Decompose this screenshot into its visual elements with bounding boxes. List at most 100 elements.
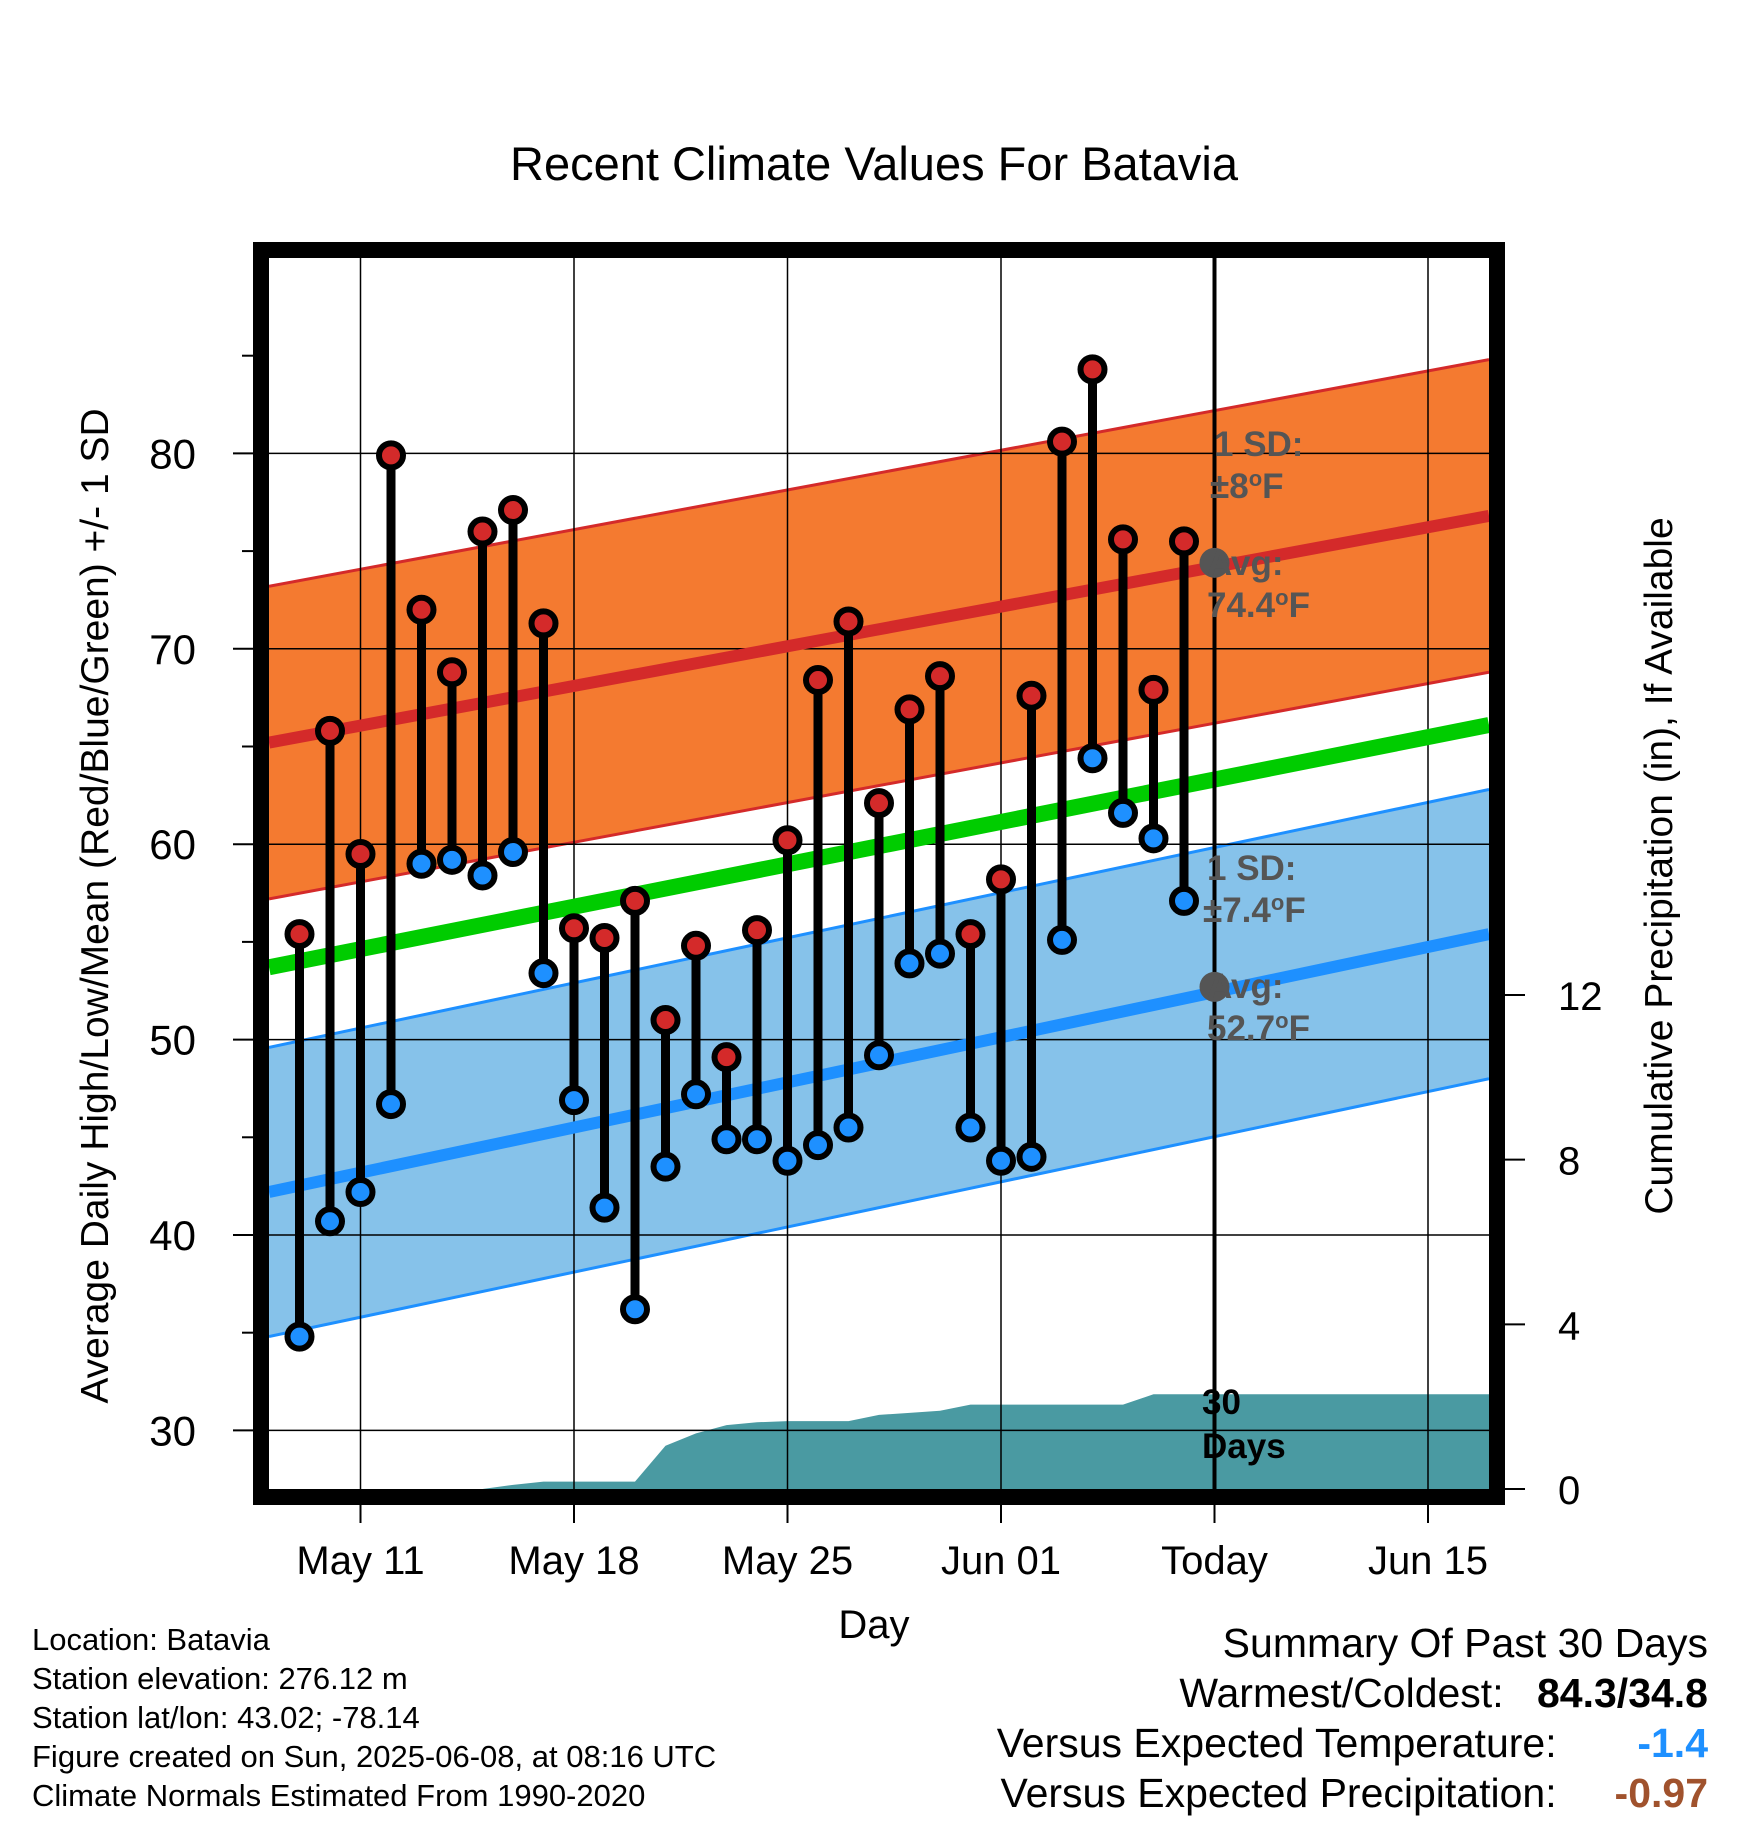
summary-warm-cold-row: Warmest/Coldest: 84.3/34.8	[997, 1668, 1708, 1718]
latlon-text: Station lat/lon: 43.02; -78.14	[32, 1700, 420, 1735]
normals-text: Climate Normals Estimated From 1990-2020	[32, 1778, 646, 1813]
chart-title: Recent Climate Values For Batavia	[510, 137, 1239, 190]
low-avg-value: 52.7oF	[1207, 1008, 1310, 1049]
low-temp-point	[406, 848, 437, 879]
y-tick-label: 70	[149, 626, 196, 673]
warm-cold-label: Warmest/Coldest:	[1179, 1670, 1504, 1716]
high-temp-point	[864, 788, 894, 819]
high-temp-point	[803, 665, 833, 696]
high-temp-point	[1108, 524, 1138, 555]
y-axis-label: Average Daily High/Low/Mean (Red/Blue/Gr…	[74, 408, 117, 1403]
high-temp-point	[1047, 426, 1077, 457]
high-temp-point	[925, 661, 955, 692]
x-tick-label: May 11	[296, 1539, 424, 1583]
high-temp-point	[955, 919, 986, 950]
high-sd-band-lower-edge	[269, 670, 1489, 901]
temp-label: Versus Expected Temperature:	[996, 1720, 1557, 1766]
y-tick-label: 40	[149, 1212, 196, 1259]
precipitation-area	[269, 1394, 1489, 1489]
high-temp-point	[467, 516, 498, 547]
low-temp-point	[650, 1151, 681, 1182]
temp-value: -1.4	[1637, 1720, 1708, 1766]
high-sd-band-upper-edge	[269, 358, 1489, 588]
elevation-text: Station elevation: 276.12 m	[32, 1661, 408, 1696]
high-temp-point	[650, 1005, 681, 1036]
x-tick-label: Jun 01	[941, 1539, 1061, 1583]
high-temp-point	[498, 495, 528, 526]
low-temp-point	[345, 1176, 376, 1207]
low-temp-point	[772, 1145, 803, 1176]
high-temp-point	[528, 608, 559, 639]
high-temp-point	[711, 1042, 742, 1073]
low-temp-point	[742, 1124, 772, 1155]
high-temp-point	[1077, 354, 1108, 385]
high-temp-point	[376, 440, 406, 471]
created-text: Figure created on Sun, 2025-06-08, at 08…	[32, 1739, 717, 1774]
low-temp-point	[1077, 743, 1108, 774]
low-sd-band-lower-edge	[269, 1077, 1489, 1339]
y-tick-label: 80	[149, 430, 196, 477]
summary-temp-row: Versus Expected Temperature: -1.4	[997, 1718, 1708, 1768]
summary-panel: Summary Of Past 30 Days Warmest/Coldest:…	[997, 1618, 1708, 1818]
high-temp-point	[284, 919, 315, 950]
high-temp-point	[406, 594, 437, 625]
low-temp-point	[864, 1040, 894, 1071]
low-temp-point	[467, 860, 498, 891]
precip-value: -0.97	[1614, 1770, 1708, 1816]
y2-tick-label: 4	[1558, 1304, 1580, 1348]
x-tick-label: Today	[1161, 1539, 1268, 1583]
today-avg-high-dot	[1199, 547, 1230, 578]
low-sd-label: 1 SD:	[1207, 849, 1296, 888]
low-temp-point	[498, 837, 528, 868]
low-temp-point	[711, 1124, 742, 1155]
low-temp-point	[437, 844, 467, 875]
low-temp-point	[833, 1112, 864, 1143]
low-temp-point	[620, 1294, 650, 1325]
high-temp-point	[620, 885, 650, 916]
warm-cold-value: 84.3/34.8	[1537, 1670, 1708, 1716]
low-temp-point	[1047, 924, 1077, 955]
y2-tick-label: 0	[1558, 1469, 1580, 1513]
low-temp-point	[1138, 823, 1169, 854]
low-temp-point	[925, 938, 955, 969]
high-sd-label: 1 SD:	[1214, 425, 1303, 464]
low-avg-label: Avg:	[1207, 967, 1283, 1006]
low-temp-point	[955, 1112, 986, 1143]
low-temp-point	[315, 1206, 345, 1237]
plot-frame	[253, 242, 1505, 1505]
high-temp-point	[345, 838, 376, 869]
low-sd-value: ±7.4oF	[1203, 890, 1306, 931]
high-temp-point	[986, 864, 1016, 895]
normal-high-line	[269, 510, 1489, 749]
today-avg-low-dot	[1199, 971, 1230, 1002]
high-temp-point	[772, 825, 803, 856]
precip-label: Versus Expected Precipitation:	[1000, 1770, 1557, 1816]
y-tick-label: 30	[149, 1407, 196, 1454]
low-temp-point	[894, 948, 925, 979]
y-tick-label: 50	[149, 1017, 196, 1064]
x-axis-label: Day	[838, 1603, 909, 1647]
x-tick-label: Jun 15	[1368, 1539, 1488, 1583]
days-count-label: 30	[1202, 1383, 1241, 1422]
high-temp-point	[742, 915, 772, 946]
days-word-label: Days	[1202, 1427, 1286, 1466]
high-temp-point	[1169, 526, 1199, 557]
high-temp-point	[437, 657, 467, 688]
high-sd-value: ±8oF	[1210, 466, 1284, 507]
station-info: Location: Batavia Station elevation: 276…	[32, 1620, 716, 1815]
high-temp-point	[1138, 674, 1169, 705]
plot-content	[269, 258, 1489, 1489]
high-avg-value: 74.4oF	[1207, 585, 1310, 626]
low-temp-point	[559, 1085, 589, 1116]
high-temp-point	[681, 930, 711, 961]
low-temp-point	[284, 1321, 315, 1352]
y2-tick-label: 12	[1558, 975, 1603, 1019]
low-temp-point	[803, 1130, 833, 1161]
y2-tick-label: 8	[1558, 1140, 1580, 1184]
high-temp-point	[589, 922, 620, 953]
summary-precip-row: Versus Expected Precipitation: -0.97	[997, 1768, 1709, 1818]
summary-title: Summary Of Past 30 Days	[1222, 1620, 1708, 1666]
low-temp-point	[681, 1079, 711, 1110]
